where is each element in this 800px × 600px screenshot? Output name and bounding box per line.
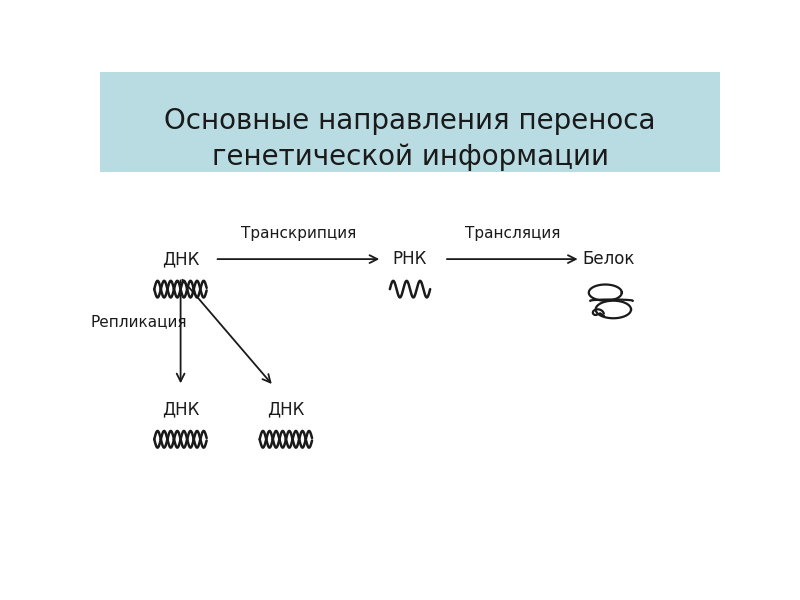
Bar <box>100 72 720 172</box>
Text: Транскрипция: Транскрипция <box>241 226 356 241</box>
Text: Основные направления переноса: Основные направления переноса <box>164 107 656 134</box>
Text: РНК: РНК <box>393 250 427 268</box>
Text: ДНК: ДНК <box>162 400 199 418</box>
Text: генетической информации: генетической информации <box>211 143 609 172</box>
Text: Трансляция: Трансляция <box>465 226 560 241</box>
Text: Белок: Белок <box>582 250 634 268</box>
Text: Репликация: Репликация <box>90 314 186 329</box>
Text: ДНК: ДНК <box>162 250 199 268</box>
Text: ДНК: ДНК <box>267 400 305 418</box>
